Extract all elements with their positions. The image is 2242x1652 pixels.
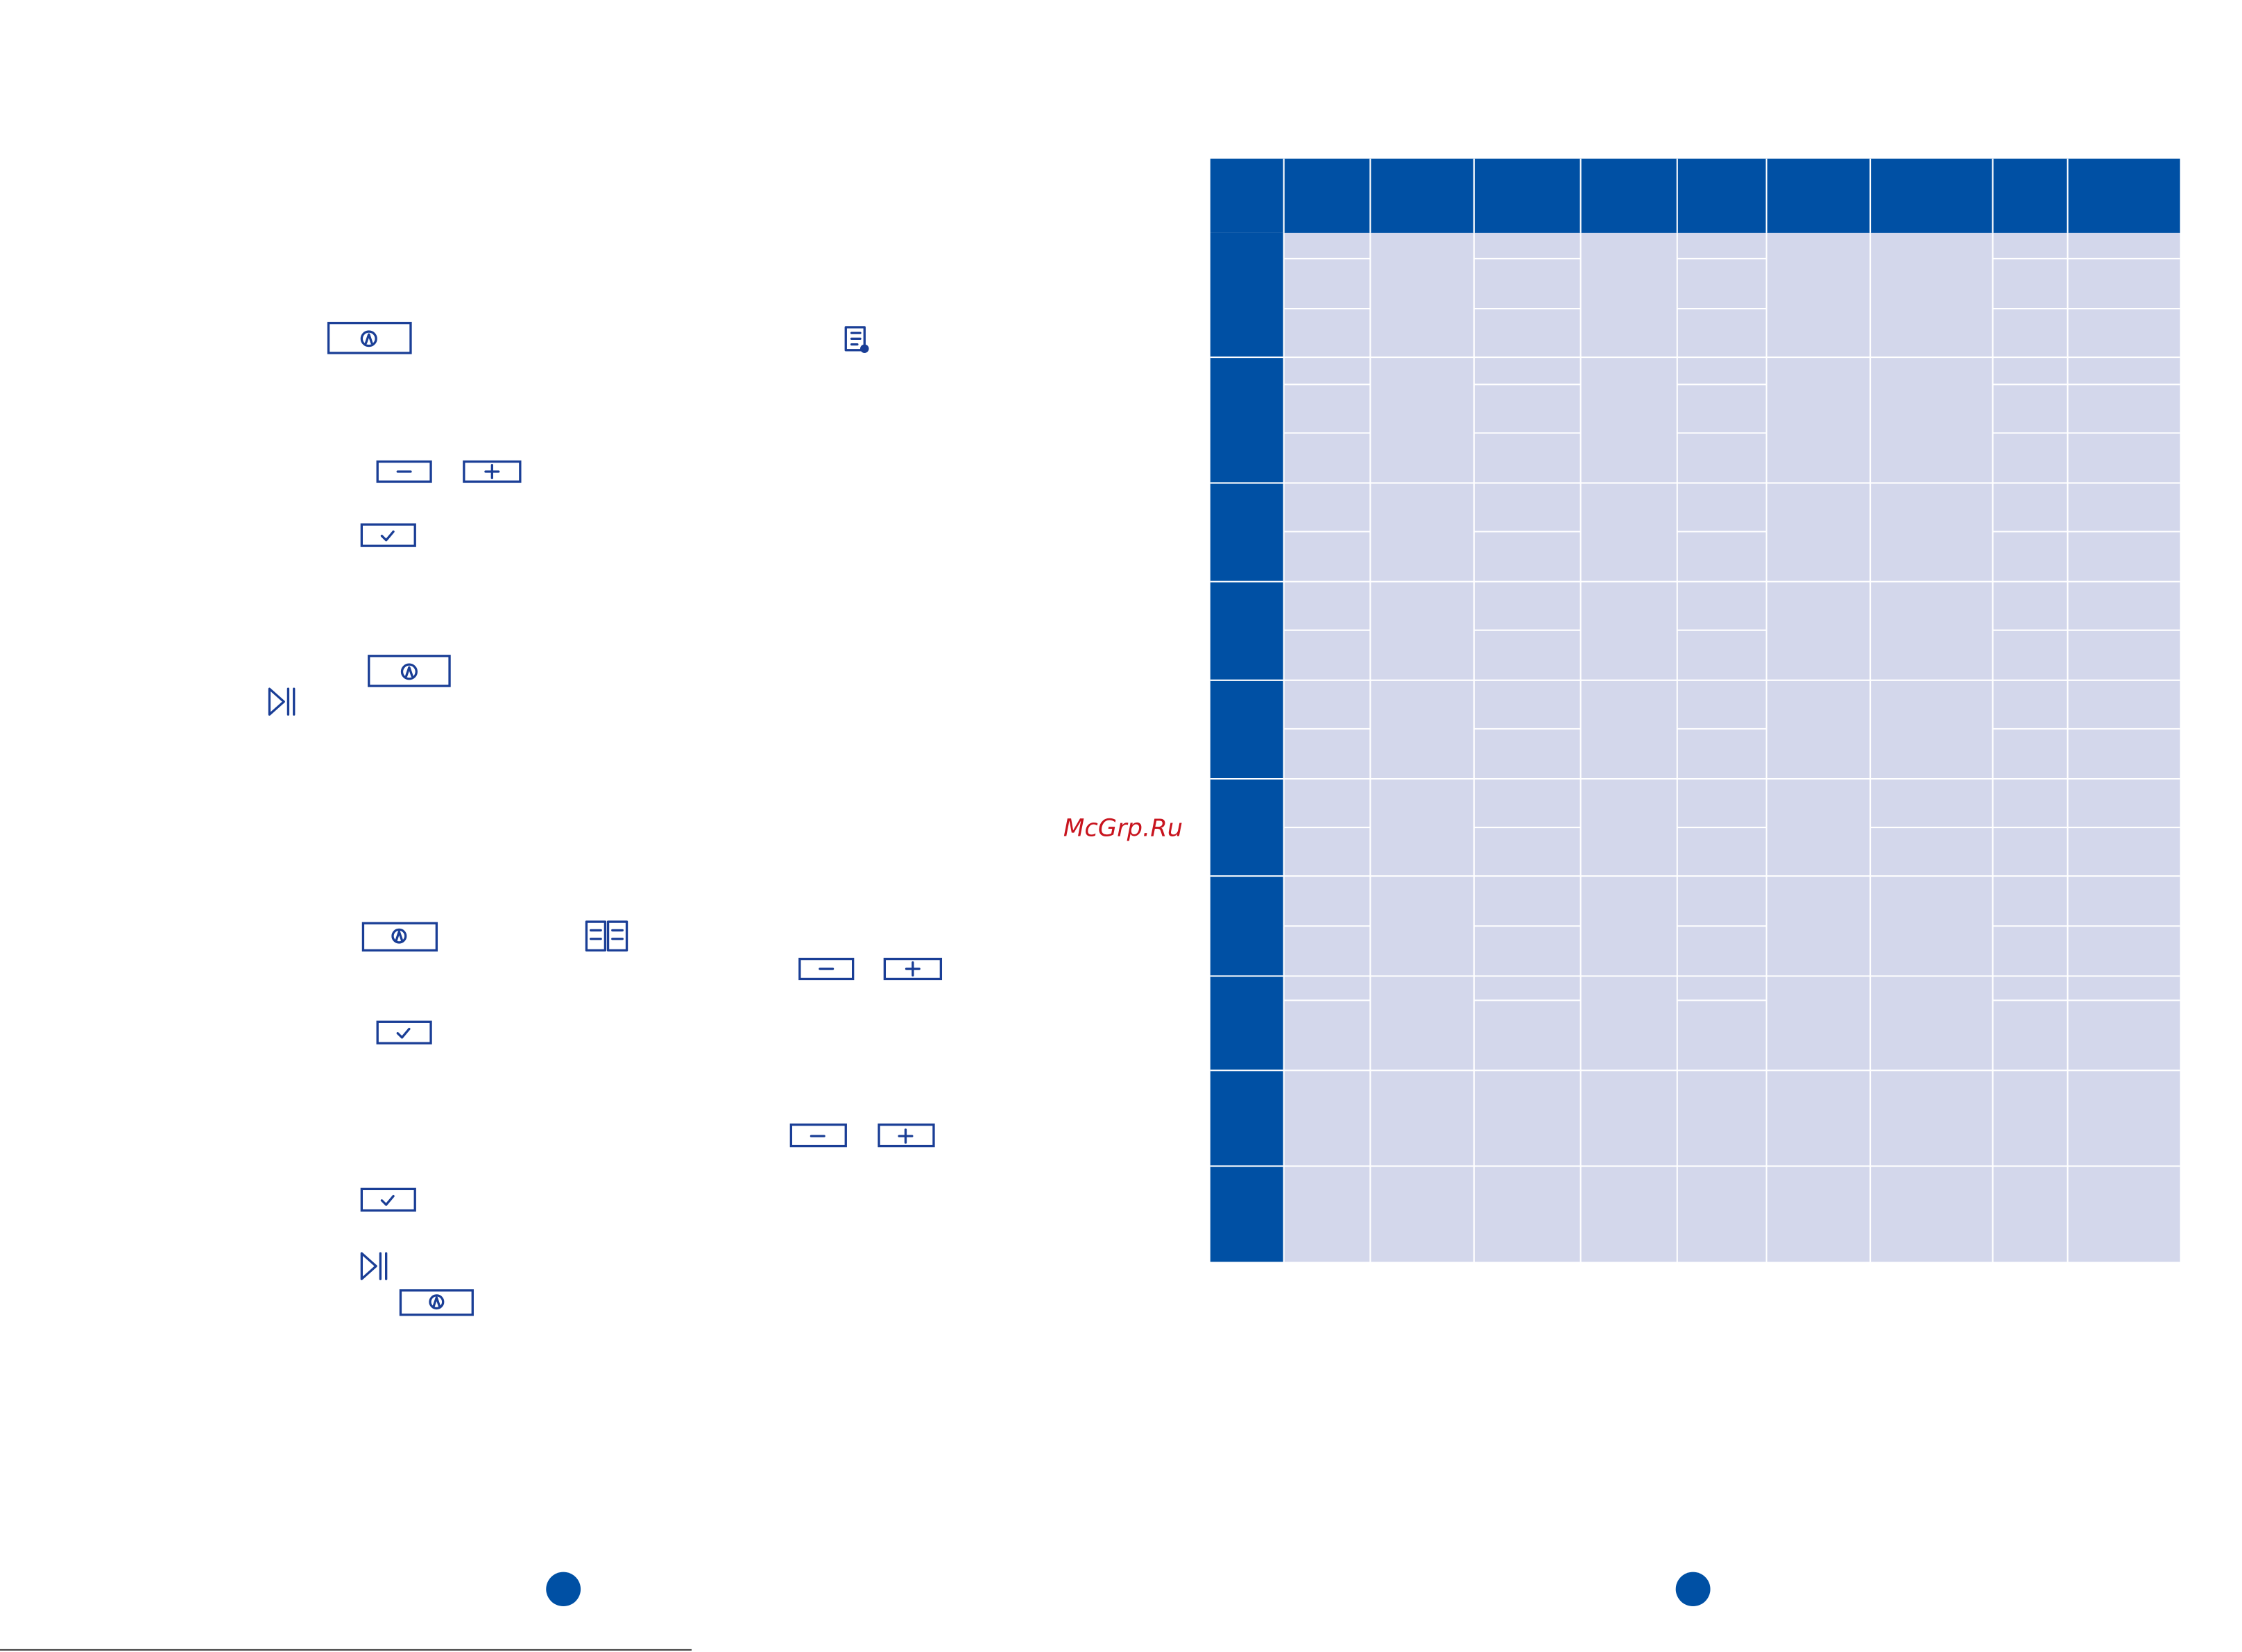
recipe-icon xyxy=(844,326,869,353)
page-marker xyxy=(546,1572,581,1607)
plus-button xyxy=(463,460,522,483)
ok-button xyxy=(360,523,416,547)
plus-button xyxy=(878,1124,935,1148)
page-marker xyxy=(1675,1572,1711,1607)
minus-button xyxy=(376,460,432,483)
icons xyxy=(268,322,943,1316)
watermark: McGrp.Ru xyxy=(1063,814,1183,843)
table-header xyxy=(1210,158,2180,233)
play-pause-icon xyxy=(268,687,296,716)
minus-button xyxy=(798,957,855,981)
auto-button xyxy=(368,655,451,687)
play-pause-icon xyxy=(360,1252,388,1280)
minus-button xyxy=(789,1124,847,1148)
ok-button xyxy=(376,1020,432,1044)
plus-button xyxy=(883,957,943,981)
ok-button xyxy=(360,1187,416,1212)
auto-button xyxy=(399,1289,474,1316)
row-header-column xyxy=(1210,232,1284,1262)
table-body xyxy=(1283,232,2180,1262)
auto-button xyxy=(327,322,412,354)
book-icon xyxy=(585,920,628,952)
table xyxy=(1210,158,2180,1262)
auto-button xyxy=(361,922,438,952)
